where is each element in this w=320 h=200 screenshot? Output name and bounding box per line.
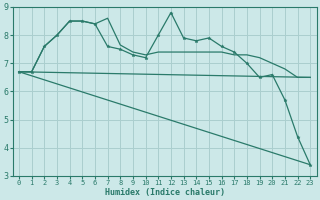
X-axis label: Humidex (Indice chaleur): Humidex (Indice chaleur) (105, 188, 225, 197)
